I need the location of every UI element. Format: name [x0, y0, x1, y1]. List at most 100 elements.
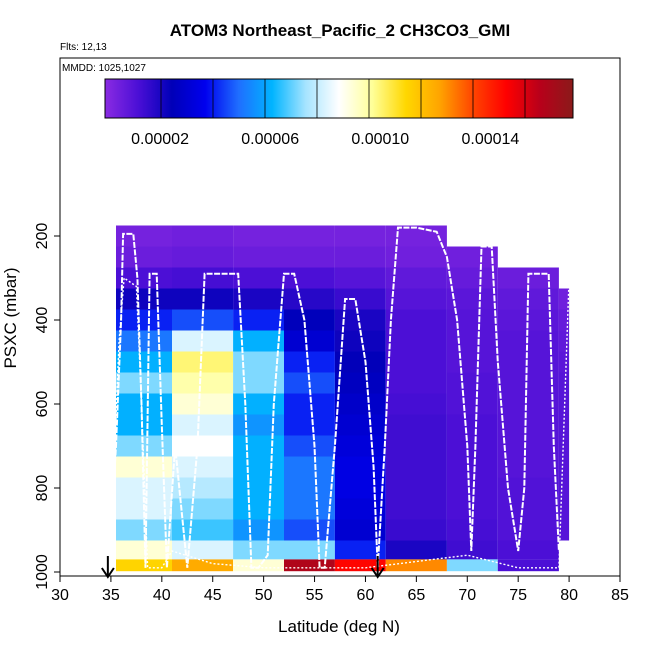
heatmap-cell — [172, 414, 234, 436]
heatmap-cell — [385, 246, 447, 268]
heatmap-cell — [558, 414, 570, 436]
heatmap-cell — [558, 393, 570, 415]
heatmap-cell — [172, 559, 234, 572]
heatmap-cell — [284, 330, 335, 352]
heatmap-cell — [334, 330, 386, 352]
heatmap-cell — [233, 498, 284, 520]
y-tick-label: 800 — [34, 475, 51, 502]
heatmap-cell — [116, 559, 172, 572]
heatmap-cell — [497, 519, 559, 541]
heatmap-cell — [558, 288, 570, 310]
heatmap-cell — [385, 540, 447, 560]
x-tick-label: 65 — [407, 587, 425, 604]
heatmap-cell — [284, 435, 335, 457]
heatmap-cell — [233, 351, 284, 373]
heatmap-cell — [172, 225, 234, 247]
heatmap-cell — [116, 246, 172, 268]
heatmap-cell — [233, 559, 284, 572]
heatmap-cell — [233, 246, 284, 268]
heatmap-cell — [385, 559, 447, 572]
heatmap-cell — [284, 246, 335, 268]
heatmap-cell — [116, 330, 172, 352]
heatmap-cell — [446, 288, 498, 310]
x-tick-label: 80 — [560, 587, 578, 604]
heatmap-cell — [284, 477, 335, 499]
heatmap-cell — [497, 351, 559, 373]
heatmap-cell — [446, 477, 498, 499]
x-tick-label: 35 — [102, 587, 120, 604]
heatmap-cell — [172, 288, 234, 310]
heatmap-cell — [172, 477, 234, 499]
x-tick-label: 85 — [611, 587, 629, 604]
heatmap-cell — [172, 246, 234, 268]
heatmap-cell — [172, 498, 234, 520]
heatmap-cell — [497, 288, 559, 310]
heatmap-cell — [558, 498, 570, 520]
heatmap-cell — [385, 414, 447, 436]
heatmap-cell — [233, 540, 284, 560]
heatmap-cell — [385, 267, 447, 289]
plot-frame — [59, 57, 621, 577]
heatmap-cell — [172, 519, 234, 541]
heatmap — [116, 225, 570, 572]
y-axis: 200 400 600 800 1000 — [34, 223, 60, 590]
heatmap-cell — [334, 351, 386, 373]
x-tick-label: 60 — [357, 587, 375, 604]
heatmap-cell — [497, 435, 559, 457]
heatmap-cell — [446, 309, 498, 331]
heatmap-cell — [446, 540, 498, 560]
heatmap-cell — [334, 559, 386, 572]
heatmap-cell — [497, 372, 559, 394]
heatmap-cell — [385, 393, 447, 415]
heatmap-cell — [385, 330, 447, 352]
heatmap-cell — [233, 477, 284, 499]
heatmap-cell — [284, 393, 335, 415]
x-axis-title: Latitude (deg N) — [278, 617, 400, 636]
x-tick-label: 40 — [153, 587, 171, 604]
heatmap-cell — [172, 372, 234, 394]
heatmap-cell — [558, 519, 570, 541]
heatmap-cell — [284, 498, 335, 520]
heatmap-cell — [116, 393, 172, 415]
heatmap-cell — [334, 477, 386, 499]
heatmap-cell — [334, 498, 386, 520]
heatmap-cell — [233, 414, 284, 436]
heatmap-cell — [446, 267, 498, 289]
heatmap-cell — [116, 435, 172, 457]
heatmap-cell — [334, 414, 386, 436]
heatmap-cell — [558, 435, 570, 457]
heatmap-cell — [284, 267, 335, 289]
heatmap-cell — [385, 519, 447, 541]
heatmap-cell — [172, 393, 234, 415]
heatmap-cell — [385, 498, 447, 520]
heatmap-cell — [385, 309, 447, 331]
heatmap-cell — [233, 393, 284, 415]
heatmap-cell — [116, 288, 172, 310]
heatmap-cell — [334, 519, 386, 541]
heatmap-cell — [385, 372, 447, 394]
heatmap-cell — [446, 330, 498, 352]
heatmap-cell — [558, 351, 570, 373]
heatmap-cell — [334, 372, 386, 394]
heatmap-cell — [233, 519, 284, 541]
heatmap-cell — [334, 435, 386, 457]
heatmap-cell — [497, 330, 559, 352]
x-tick-label: 70 — [458, 587, 476, 604]
heatmap-cell — [334, 309, 386, 331]
heatmap-cell — [334, 288, 386, 310]
arrow-indicator-head — [370, 567, 385, 579]
heatmap-cell — [385, 288, 447, 310]
colorbar-tick-label: 0.00014 — [461, 131, 519, 148]
heatmap-cell — [385, 351, 447, 373]
heatmap-cell — [446, 372, 498, 394]
flight-track-line — [108, 276, 570, 569]
heatmap-cell — [497, 414, 559, 436]
heatmap-cell — [172, 351, 234, 373]
heatmap-cell — [172, 267, 234, 289]
heatmap-cell — [446, 559, 498, 572]
heatmap-cell — [446, 456, 498, 478]
heatmap-cell — [233, 435, 284, 457]
y-tick-label: 400 — [34, 307, 51, 334]
heatmap-cell — [233, 456, 284, 478]
